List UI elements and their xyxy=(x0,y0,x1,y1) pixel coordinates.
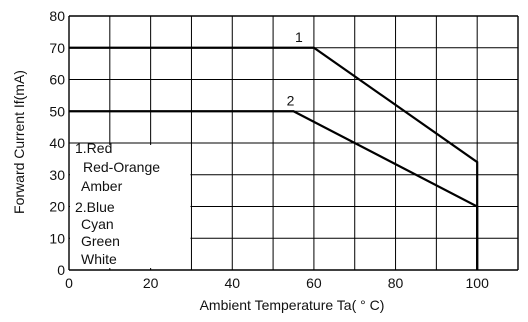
y-tick-label: 50 xyxy=(49,103,65,119)
y-axis-label: Forward Current If(mA) xyxy=(11,70,27,214)
y-tick-label: 40 xyxy=(49,135,65,151)
y-tick-label: 60 xyxy=(49,72,65,88)
series-2-line xyxy=(69,110,479,270)
x-tick-label: 0 xyxy=(65,275,73,291)
y-tick-label: 30 xyxy=(49,167,65,183)
x-axis-label: Ambient Temperature Ta( ° C) xyxy=(200,297,385,313)
x-tick-labels: 0 20 40 60 80 100 xyxy=(65,275,489,291)
y-tick-label: 20 xyxy=(49,199,65,215)
legend-box xyxy=(70,145,191,268)
y-tick-label: 70 xyxy=(49,40,65,56)
y-tick-label: 10 xyxy=(49,230,65,246)
series-2-label: 2 xyxy=(287,92,295,108)
x-tick-label: 60 xyxy=(306,275,322,291)
x-tick-label: 100 xyxy=(466,275,490,291)
series-lines: 12 xyxy=(69,29,479,270)
series-1-label: 1 xyxy=(295,29,303,45)
legend-line: Green xyxy=(81,233,120,249)
y-tick-labels: 0 10 20 30 40 50 60 70 80 xyxy=(49,8,65,278)
legend-line: Amber xyxy=(81,178,123,194)
y-tick-label: 0 xyxy=(57,262,65,278)
x-tick-label: 20 xyxy=(143,275,159,291)
legend-line: Cyan xyxy=(81,216,114,232)
y-tick-label: 80 xyxy=(49,8,65,24)
legend-line: White xyxy=(81,251,117,267)
legend-line: Red-Orange xyxy=(83,159,160,175)
x-tick-label: 80 xyxy=(388,275,404,291)
x-tick-label: 40 xyxy=(224,275,240,291)
legend-line: 2.Blue xyxy=(75,199,115,215)
legend-line: 1.Red xyxy=(75,140,112,156)
